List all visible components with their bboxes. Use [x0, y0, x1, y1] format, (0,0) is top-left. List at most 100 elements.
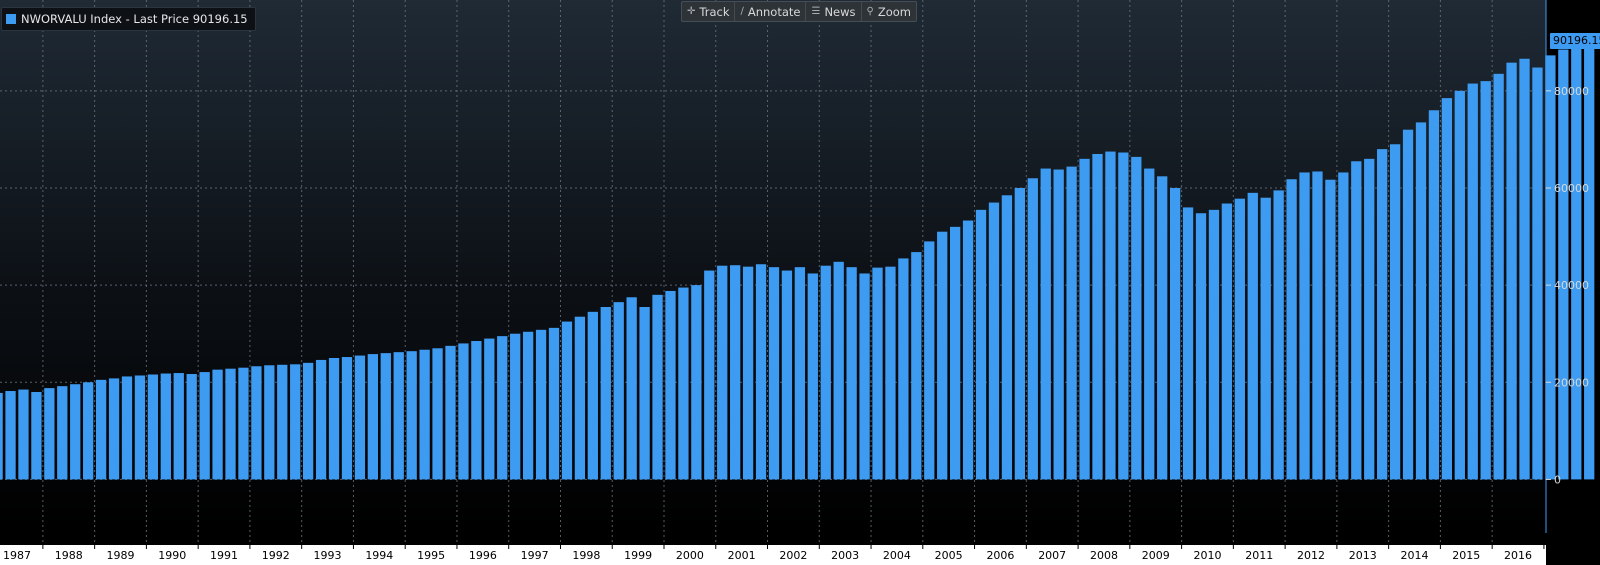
bar [510, 333, 521, 480]
bar [1377, 149, 1388, 480]
x-tick-label: 2002 [779, 549, 807, 562]
bar [1558, 49, 1569, 480]
bar [781, 270, 793, 480]
bar [561, 321, 573, 480]
y-tick-label: 60000 [1554, 182, 1589, 195]
bar [471, 340, 482, 480]
bar [108, 378, 120, 480]
bar [613, 302, 624, 480]
bar [704, 270, 715, 480]
magnifier-icon: ⚲ [866, 6, 874, 17]
bar [406, 351, 417, 480]
x-tick-label: 2001 [728, 549, 756, 562]
bar [290, 364, 301, 480]
last-price-tag: 90196.15 [1550, 33, 1600, 50]
bar [885, 266, 896, 480]
bar [678, 287, 689, 480]
bar [380, 353, 391, 480]
annotate-button[interactable]: ∕ Annotate [734, 2, 805, 21]
bar [1118, 152, 1129, 480]
news-button[interactable]: ☰ News [805, 2, 860, 21]
bar [755, 264, 767, 480]
x-tick-label: 1997 [521, 549, 549, 562]
bar [367, 354, 378, 480]
x-tick-label: 2004 [883, 549, 911, 562]
bar [742, 266, 754, 480]
zoom-button-label: Zoom [877, 4, 912, 19]
x-tick-label: 1998 [572, 549, 600, 562]
bar [794, 267, 806, 480]
bar [1053, 169, 1064, 480]
bar [1299, 172, 1310, 480]
bar [1079, 158, 1090, 480]
y-tick-label: 80000 [1554, 85, 1589, 98]
bar [1584, 41, 1595, 480]
legend[interactable]: NWORVALU Index - Last Price 90196.15 [1, 7, 256, 31]
bar [872, 267, 883, 480]
bar [18, 389, 29, 480]
bar [924, 241, 935, 480]
x-tick-label: 2010 [1193, 549, 1221, 562]
bar [665, 290, 676, 480]
bar [1066, 166, 1077, 480]
bar [432, 348, 443, 480]
bar [328, 357, 340, 480]
bar [1144, 168, 1155, 480]
bar [0, 392, 3, 480]
bar [1040, 168, 1051, 480]
bar [1428, 110, 1440, 480]
bar [1208, 209, 1220, 480]
x-tick-label: 1987 [3, 549, 31, 562]
bar [859, 273, 870, 480]
bar [354, 355, 366, 480]
bar [600, 306, 611, 480]
bar [962, 220, 974, 480]
bar [1571, 44, 1582, 480]
bar [393, 352, 404, 480]
x-tick-label: 1994 [365, 549, 393, 562]
bar [1157, 176, 1168, 480]
bar [121, 376, 133, 480]
annotate-button-label: Annotate [747, 4, 801, 19]
bar [147, 374, 159, 480]
bar [134, 375, 146, 480]
bar [1364, 158, 1375, 480]
x-tick-label: 2003 [831, 549, 859, 562]
bar [57, 386, 68, 480]
bar [1221, 203, 1233, 480]
bar [1338, 172, 1349, 480]
x-tick-label: 2000 [676, 549, 704, 562]
x-tick-label: 2012 [1297, 549, 1325, 562]
news-button-label: News [824, 4, 856, 19]
x-tick-label: 1992 [262, 549, 290, 562]
zoom-button[interactable]: ⚲ Zoom [860, 2, 916, 21]
bar [1493, 73, 1504, 480]
bar [1234, 198, 1245, 480]
bar [1169, 187, 1181, 480]
bar [277, 364, 288, 480]
x-tick-label: 1991 [210, 549, 238, 562]
bar [31, 391, 42, 480]
bar [1247, 192, 1258, 480]
bar [730, 265, 741, 480]
bar [911, 252, 922, 480]
bar [1325, 179, 1336, 480]
bar [303, 362, 314, 480]
bar [1532, 67, 1543, 480]
y-tick-label: 0 [1554, 473, 1561, 486]
x-tick-label: 2016 [1504, 549, 1532, 562]
bar [212, 369, 223, 480]
bar [1351, 161, 1362, 480]
bar [238, 367, 249, 480]
bar [225, 368, 236, 480]
bar [988, 202, 1000, 480]
legend-label: NWORVALU Index - Last Price 90196.15 [21, 12, 248, 26]
track-button[interactable]: ✛ Track [682, 2, 734, 21]
bar [1260, 197, 1271, 480]
bar [497, 336, 508, 480]
x-tick-label: 2015 [1452, 549, 1480, 562]
bar [535, 329, 547, 480]
track-button-label: Track [699, 4, 730, 19]
bar [1131, 156, 1142, 480]
